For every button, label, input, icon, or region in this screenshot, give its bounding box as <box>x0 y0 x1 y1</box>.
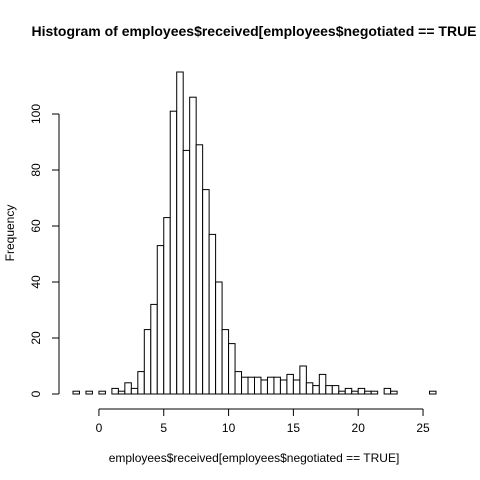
histogram-bar <box>182 149 191 395</box>
x-tick-label: 20 <box>352 421 366 435</box>
x-tick-label: 10 <box>222 421 236 435</box>
x-tick-label: 5 <box>160 421 167 435</box>
histogram-bar <box>357 387 366 395</box>
y-tick-label: 80 <box>29 163 43 177</box>
histogram-bar <box>390 390 398 395</box>
histogram-bar <box>137 371 145 395</box>
histogram-bar <box>247 376 255 395</box>
histogram-bar <box>254 376 262 395</box>
histogram-bar <box>299 365 307 395</box>
histogram-bar <box>221 329 230 395</box>
histogram-bar <box>176 71 184 395</box>
bars-layer <box>72 71 437 395</box>
histogram-bar <box>241 376 249 395</box>
histogram-bar <box>292 379 301 395</box>
histogram-bar <box>234 371 243 395</box>
histogram-bar <box>228 343 236 395</box>
histogram-bar <box>156 245 165 395</box>
histogram-bar <box>150 303 158 395</box>
histogram-bar <box>124 382 132 395</box>
histogram-bar <box>260 379 268 395</box>
histogram-bar <box>305 382 314 395</box>
y-tick-label: 40 <box>29 275 43 289</box>
histogram-bar <box>429 390 437 395</box>
histogram-bar <box>351 390 359 395</box>
histogram-bar <box>143 329 152 395</box>
histogram-bar <box>312 385 320 395</box>
histogram-bar <box>273 376 281 395</box>
y-axis-label: Frequency <box>3 205 17 262</box>
histogram-bar <box>189 96 197 395</box>
x-tick-label: 25 <box>416 421 430 435</box>
x-axis: 0 5 10 15 20 25 <box>96 408 430 435</box>
histogram-bar <box>169 110 178 395</box>
x-tick-label: 15 <box>287 421 301 435</box>
histogram-bar <box>338 390 346 395</box>
histogram-bar <box>117 390 126 395</box>
y-tick-label: 20 <box>29 331 43 345</box>
histogram-bar <box>195 144 204 395</box>
histogram-bar <box>208 233 217 395</box>
y-axis: 0 20 40 60 80 100 <box>29 104 60 397</box>
histogram-bar <box>85 390 93 395</box>
histogram-bar <box>202 189 210 395</box>
histogram-bar <box>331 385 340 395</box>
histogram-bar <box>318 373 327 395</box>
x-tick-label: 0 <box>96 421 103 435</box>
y-tick-label: 0 <box>29 390 43 397</box>
histogram-bar <box>370 390 379 395</box>
histogram-bar <box>98 390 106 395</box>
histogram-bar <box>286 373 294 395</box>
x-axis-label: employees$received[employees$negotiated … <box>109 451 400 465</box>
y-tick-label: 60 <box>29 219 43 233</box>
histogram-bar <box>72 390 80 395</box>
chart-title: Histogram of employees$received[employee… <box>31 23 476 39</box>
histogram-bar <box>266 376 275 395</box>
histogram-bar <box>111 387 119 395</box>
histogram-bar <box>215 281 223 395</box>
histogram-bar <box>279 379 288 395</box>
y-tick-label: 100 <box>29 104 43 124</box>
histogram-bar <box>325 385 333 395</box>
histogram-bar <box>364 390 372 395</box>
histogram-bar <box>130 387 139 395</box>
histogram-bar <box>383 387 392 395</box>
histogram-bar <box>344 387 353 395</box>
histogram-bar <box>163 217 171 395</box>
